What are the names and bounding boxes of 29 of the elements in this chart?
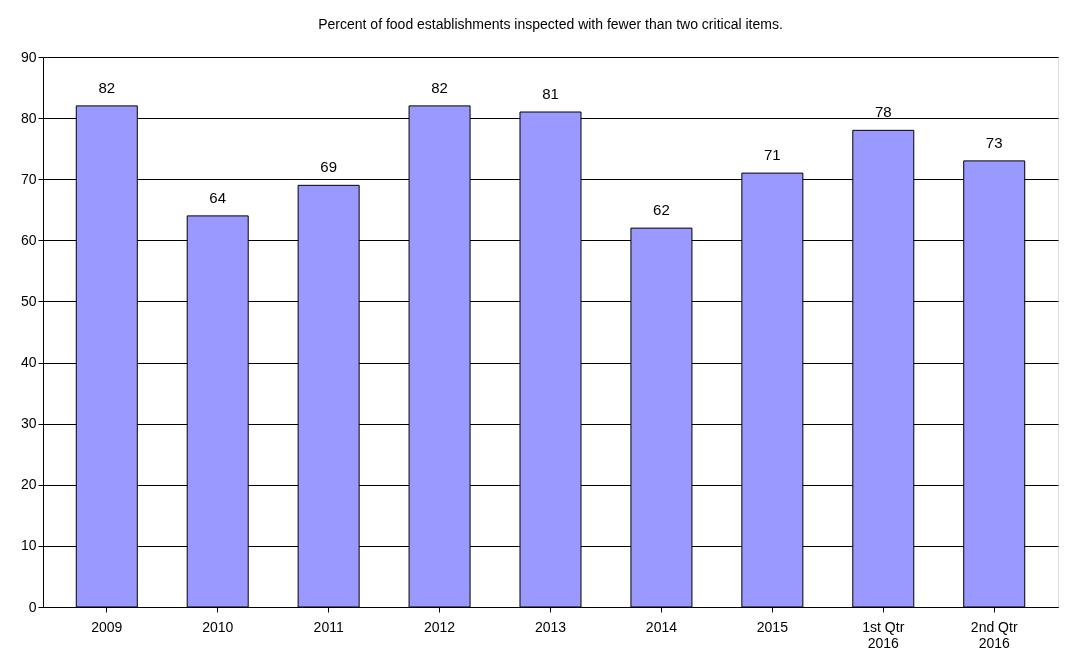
y-tick-label: 80 [20, 109, 37, 126]
data-label: 82 [98, 78, 116, 96]
data-label: 82 [431, 78, 448, 96]
y-tick-label: 70 [20, 170, 37, 187]
y-tick-label: 0 [28, 598, 37, 615]
chart-title: Percent of food establishments inspected with fewer than two critical items. [318, 16, 783, 32]
data-label: 73 [985, 133, 1003, 151]
x-tick-label: 2015 [756, 618, 789, 635]
y-tick-label: 60 [20, 231, 37, 248]
x-tick-label: 2013 [534, 618, 567, 635]
x-tick-label: 2nd Qtr 2016 [970, 618, 1018, 651]
x-tick-label: 2010 [202, 618, 234, 635]
y-tick-label: 90 [20, 48, 37, 65]
x-tick-label: 2009 [91, 618, 123, 635]
data-label: 62 [653, 201, 670, 219]
y-tick-label: 40 [20, 354, 37, 371]
data-label: 64 [209, 188, 227, 206]
data-label: 69 [320, 158, 337, 176]
data-label: 71 [764, 146, 781, 164]
y-tick-label: 10 [20, 537, 37, 554]
x-tick-label: 2014 [645, 618, 678, 635]
data-label: 78 [874, 103, 892, 121]
x-tick-label: 1st Qtr 2016 [862, 618, 905, 651]
y-tick-label: 50 [20, 292, 37, 309]
x-tick-label: 2012 [423, 618, 456, 635]
y-tick-label: 30 [20, 415, 37, 432]
y-tick-label: 20 [20, 476, 37, 493]
data-label: 81 [542, 85, 559, 102]
x-tick-label: 2011 [313, 618, 344, 635]
